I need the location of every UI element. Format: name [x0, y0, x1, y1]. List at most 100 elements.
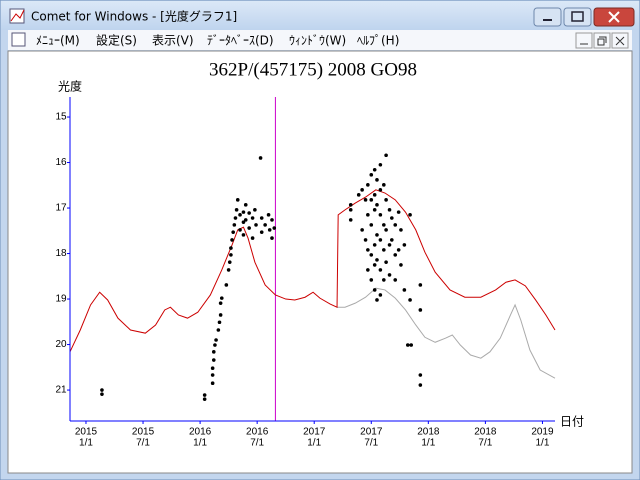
observation — [366, 183, 370, 187]
observation — [216, 328, 221, 332]
observation — [390, 238, 394, 242]
observation — [243, 218, 248, 222]
y-tick-label: 20 — [55, 339, 67, 350]
observation — [360, 188, 364, 192]
observation — [232, 223, 237, 227]
observation — [387, 273, 392, 277]
observation — [402, 243, 407, 247]
x-tick-label: 2015 — [132, 427, 155, 438]
x-tick-label: 2015 — [75, 427, 98, 438]
x-tick-label: 2016 — [246, 427, 269, 438]
menu-item[interactable]: ﾒﾆｭｰ(M) — [36, 34, 80, 48]
observation — [372, 263, 377, 267]
observation — [375, 233, 379, 237]
x-tick-label: 2019 — [531, 427, 554, 438]
observation — [382, 223, 386, 227]
child-restore[interactable] — [593, 32, 611, 49]
observation — [408, 298, 412, 302]
observation — [409, 343, 414, 347]
observation — [378, 188, 383, 192]
observation — [247, 226, 251, 230]
observation — [393, 278, 398, 282]
observation — [217, 320, 222, 325]
x-tick-date: 1/1 — [193, 438, 207, 449]
menu-item[interactable]: ﾍﾙﾌﾟ(H) — [357, 34, 399, 48]
y-tick-label: 19 — [55, 294, 67, 305]
maximize-button[interactable] — [563, 7, 592, 27]
observation — [384, 228, 388, 232]
observation — [227, 260, 232, 264]
menu-item[interactable]: 設定(S) — [96, 33, 137, 48]
menu-item[interactable]: ｳｨﾝﾄﾞｳ(W) — [289, 34, 346, 48]
x-tick-label: 2016 — [189, 427, 212, 438]
observation — [372, 288, 377, 292]
menu-bar — [8, 30, 632, 50]
observation — [213, 343, 217, 347]
observation — [219, 296, 224, 300]
observation — [235, 198, 240, 202]
x-tick-date: 7/1 — [250, 438, 264, 449]
menu-item[interactable]: 表示(V) — [152, 34, 194, 48]
observation — [218, 313, 223, 317]
observation — [363, 238, 368, 242]
x-tick-date: 1/1 — [307, 438, 321, 449]
observation — [372, 208, 377, 212]
x-tick-date: 7/1 — [136, 438, 150, 449]
app-icon-glyph — [10, 9, 25, 22]
observation — [253, 208, 257, 212]
title-bar — [1, 1, 639, 30]
x-axis-label: 日付 — [560, 415, 584, 429]
observation — [259, 230, 264, 234]
observation — [378, 293, 383, 297]
observation — [366, 248, 370, 252]
observation — [378, 268, 383, 272]
x-tick-label: 2017 — [360, 427, 383, 438]
observation — [384, 260, 388, 264]
maximize-glyph — [571, 11, 584, 22]
observation — [375, 298, 379, 302]
child-glyphs — [580, 36, 625, 46]
observation — [218, 301, 223, 305]
minimize-button[interactable] — [533, 7, 562, 27]
observation — [387, 243, 392, 247]
observation — [224, 283, 229, 287]
y-tick-label: 15 — [55, 112, 67, 123]
observation — [202, 397, 207, 401]
y-tick-label: 21 — [55, 385, 67, 396]
observation — [369, 173, 374, 177]
child-minimize[interactable] — [575, 32, 593, 49]
observation — [100, 388, 104, 392]
observation — [418, 283, 423, 287]
observation — [348, 203, 353, 207]
observation — [372, 243, 377, 247]
observation — [369, 278, 374, 282]
observation — [390, 216, 394, 220]
observation — [230, 238, 234, 242]
observation — [363, 198, 368, 202]
observation — [402, 288, 407, 292]
menu-item[interactable]: ﾃﾞｰﾀﾍﾞｰｽ(D) — [207, 34, 274, 48]
observation — [226, 268, 231, 272]
observation — [241, 233, 246, 237]
observation — [393, 253, 398, 257]
window-title: Comet for Windows - [光度グラフ1] — [31, 9, 237, 24]
observation — [418, 373, 423, 377]
observation — [258, 156, 263, 160]
observation — [238, 213, 242, 217]
app-icon — [9, 8, 25, 24]
x-tick-date: 1/1 — [79, 438, 93, 449]
observation — [393, 223, 398, 227]
observation — [382, 278, 386, 282]
observation — [375, 178, 379, 182]
observation — [418, 383, 423, 387]
observation — [229, 246, 233, 250]
x-tick-date: 1/1 — [421, 438, 435, 449]
observation — [378, 238, 383, 242]
observation — [214, 338, 218, 342]
client-area — [7, 50, 633, 474]
observation — [375, 203, 379, 207]
observation — [254, 223, 258, 227]
observation — [384, 153, 388, 158]
observation — [369, 253, 374, 257]
